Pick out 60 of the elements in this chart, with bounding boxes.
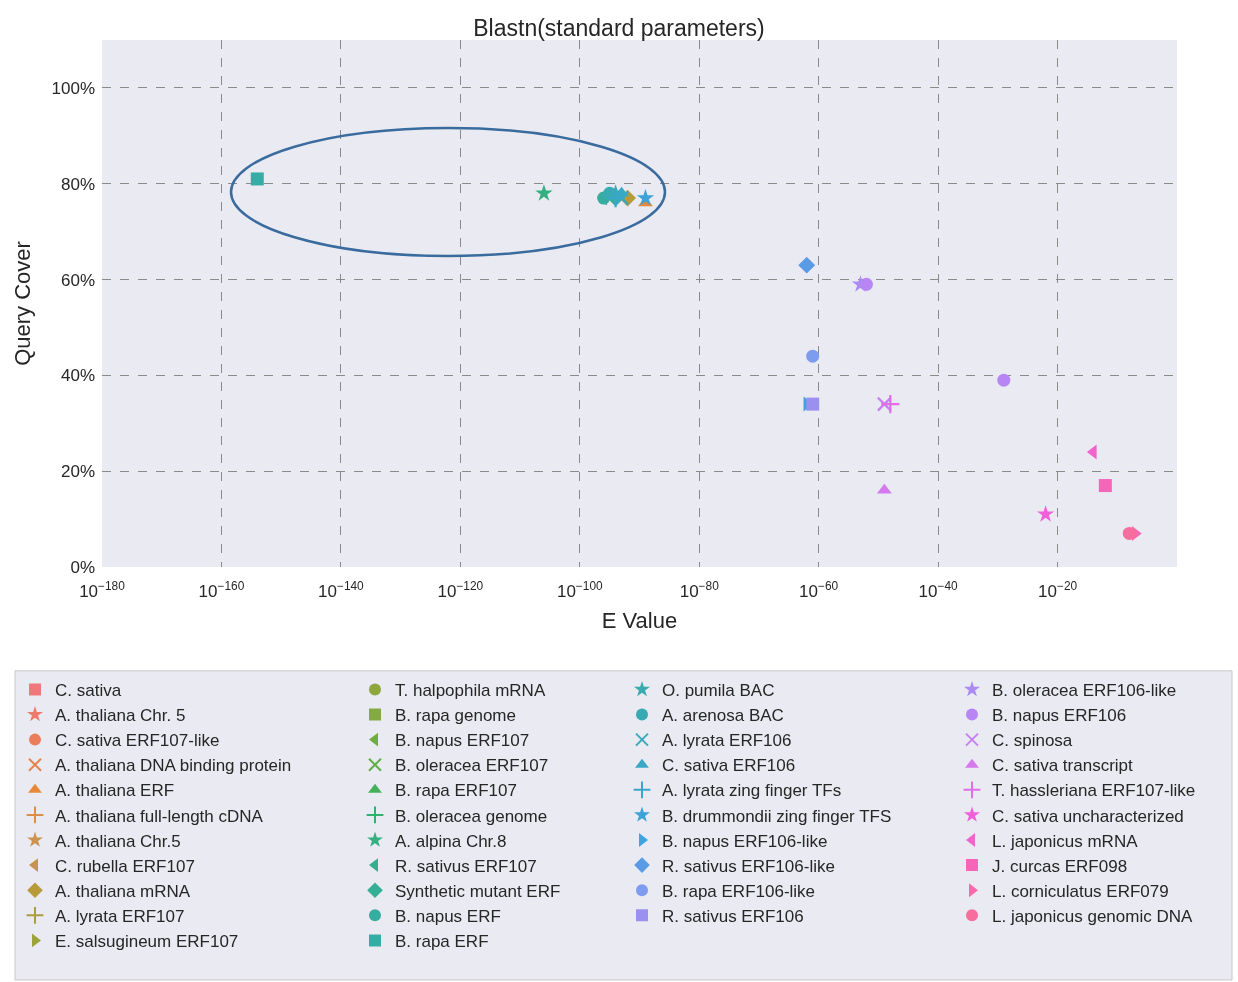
legend-label: B. napus ERF107 bbox=[395, 731, 530, 751]
legend-label: A. arenosa BAC bbox=[662, 706, 784, 726]
chart-title: Blastn(standard parameters) bbox=[473, 14, 765, 41]
legend-label: C. sativa uncharacterized bbox=[992, 806, 1184, 826]
legend-label: O. pumila BAC bbox=[662, 681, 775, 701]
legend-label: C. spinosa bbox=[992, 731, 1073, 751]
x-tick-label: 10$^{−160}$ bbox=[198, 578, 245, 601]
x-tick-label: 10$^{−180}$ bbox=[79, 578, 126, 601]
legend-label: C. sativa bbox=[55, 681, 122, 701]
legend-label: T. halpophila mRNA bbox=[395, 681, 546, 701]
y-tick-label: 60% bbox=[60, 270, 95, 290]
legend-label: J. curcas ERF098 bbox=[992, 856, 1128, 876]
legend-label: B. napus ERF106 bbox=[992, 706, 1127, 726]
legend-label: L. corniculatus ERF079 bbox=[992, 881, 1169, 901]
legend-label: A. thaliana full-length cDNA bbox=[55, 806, 264, 826]
x-tick-label: 10$^{−20}$ bbox=[1038, 578, 1078, 601]
x-tick-label: 10$^{−60}$ bbox=[799, 578, 839, 601]
y-tick-label: 40% bbox=[60, 366, 95, 386]
y-tick-label: 100% bbox=[51, 78, 95, 98]
legend-label: B. oleracea ERF107 bbox=[395, 756, 549, 776]
x-tick-label: 10$^{−100}$ bbox=[556, 578, 604, 601]
legend-label: B. rapa ERF106-like bbox=[662, 881, 816, 901]
legend-label: B. rapa genome bbox=[395, 706, 516, 726]
legend-label: B. oleracea ERF106-like bbox=[992, 681, 1177, 701]
legend-label: A. thaliana Chr. 5 bbox=[55, 706, 186, 726]
legend-label: R. sativus ERF106-like bbox=[662, 856, 835, 876]
y-tick-label: 0% bbox=[70, 557, 95, 577]
legend-label: B. napus ERF106-like bbox=[662, 831, 828, 851]
legend-label: A. alpina Chr.8 bbox=[395, 831, 507, 851]
legend-label: B. rapa ERF bbox=[395, 932, 489, 952]
legend-label: A. lyrata zing finger TFs bbox=[662, 781, 842, 801]
legend-label: C. sativa transcript bbox=[992, 756, 1134, 776]
legend-label: C. sativa ERF106 bbox=[662, 756, 796, 776]
legend-label: L. japonicus mRNA bbox=[992, 831, 1139, 851]
y-tick-label: 20% bbox=[60, 462, 95, 482]
legend-label: A. lyrata ERF107 bbox=[55, 906, 185, 926]
legend-label: R. sativus ERF107 bbox=[395, 856, 537, 876]
y-tick-label: 80% bbox=[60, 174, 95, 194]
legend-label: B. oleracea genome bbox=[395, 806, 548, 826]
legend-label: C. rubella ERF107 bbox=[55, 856, 195, 876]
x-tick-label: 10$^{−80}$ bbox=[679, 578, 720, 601]
x-axis-title: E Value bbox=[601, 607, 678, 633]
x-tick-label: 10$^{−140}$ bbox=[318, 578, 365, 601]
legend-label: B. drummondii zing finger TFS bbox=[662, 806, 892, 826]
x-tick-label: 10$^{−120}$ bbox=[437, 578, 484, 601]
legend-label: B. napus ERF bbox=[395, 906, 501, 926]
legend-label: A. lyrata ERF106 bbox=[662, 731, 792, 751]
legend-label: T. hassleriana ERF107-like bbox=[992, 781, 1196, 801]
legend-label: C. sativa ERF107-like bbox=[55, 731, 220, 751]
legend-label: A. thaliana DNA binding protein bbox=[55, 756, 292, 776]
legend-label: A. thaliana ERF bbox=[55, 781, 175, 801]
legend-label: L. japonicus genomic DNA bbox=[992, 906, 1193, 926]
y-axis-title: Query Cover bbox=[10, 241, 36, 366]
legend-label: E. salsugineum ERF107 bbox=[55, 932, 239, 952]
x-tick-label: 10$^{−40}$ bbox=[918, 578, 959, 601]
legend-label: A. thaliana mRNA bbox=[55, 881, 191, 901]
legend-label: B. rapa ERF107 bbox=[395, 781, 517, 801]
legend-label: R. sativus ERF106 bbox=[662, 906, 804, 926]
legend-label: A. thaliana Chr.5 bbox=[55, 831, 181, 851]
legend-label: Synthetic mutant ERF bbox=[395, 881, 561, 901]
